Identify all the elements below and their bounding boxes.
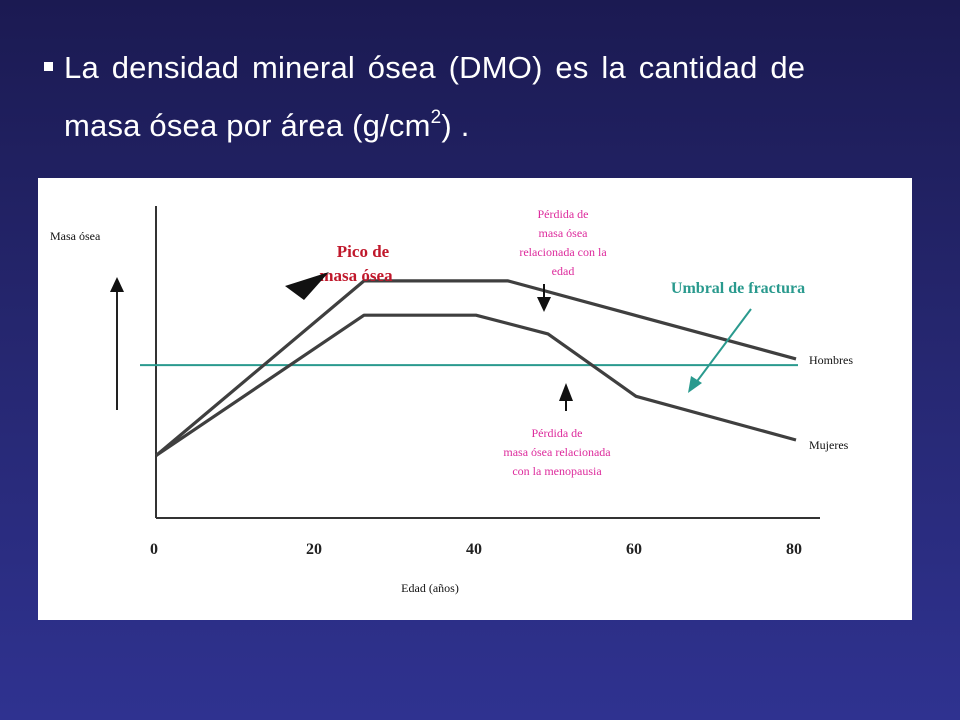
annotation-menopause-text: con la menopausia	[512, 464, 602, 478]
bullet-superscript: 2	[430, 107, 442, 128]
annotation-menopause-text: masa ósea relacionada	[503, 445, 611, 459]
x-tick-label: 80	[786, 541, 802, 558]
threshold-arrow-shaft	[694, 308, 752, 385]
y-axis-label: Masa ósea	[50, 229, 101, 243]
annotation-menopause-text: Pérdida de	[532, 426, 583, 440]
bullet-text-line2-main: masa ósea por área (g/cm	[64, 108, 431, 143]
bullet-text-line2: masa ósea por área (g/cm2) .	[64, 108, 470, 144]
x-tick-label: 40	[466, 541, 482, 558]
peak-arrow-icon	[285, 272, 329, 300]
bullet-marker	[44, 62, 53, 71]
legend-label-hombres: Hombres	[809, 353, 853, 367]
x-tick-label: 60	[626, 541, 642, 558]
x-tick-label: 20	[306, 541, 322, 558]
fracture-threshold-label: Umbral de fractura	[671, 280, 805, 297]
bone-mass-chart: Masa ósea 0 20 40 60 80 Edad (años) Hombres Muj…	[50, 206, 853, 595]
threshold-arrow-icon	[688, 376, 702, 393]
legend-label-mujeres: Mujeres	[809, 438, 849, 452]
bullet-text-line1: La densidad mineral ósea (DMO) es la can…	[64, 50, 806, 85]
annotation-peak-text: masa ósea	[319, 266, 393, 285]
x-axis-label: Edad (años)	[401, 581, 459, 595]
y-axis-arrow-icon	[110, 277, 124, 292]
annotation-age-loss-text: edad	[552, 264, 575, 278]
bullet-text-line2-end: ) .	[441, 108, 470, 143]
age-loss-arrow-icon	[537, 297, 551, 312]
series-line-hombres	[154, 279, 797, 457]
x-tick-label: 0	[150, 541, 158, 558]
series-line-mujeres	[155, 313, 797, 457]
annotation-peak-text: Pico de	[337, 242, 390, 261]
annotation-age-loss-text: relacionada con la	[519, 245, 607, 259]
annotation-age-loss-text: masa ósea	[539, 226, 589, 240]
menopause-arrow-icon	[559, 383, 573, 401]
annotation-age-loss-text: Pérdida de	[538, 207, 589, 221]
chart-panel: Masa ósea 0 20 40 60 80 Edad (años) Hombres Muj…	[38, 178, 912, 620]
